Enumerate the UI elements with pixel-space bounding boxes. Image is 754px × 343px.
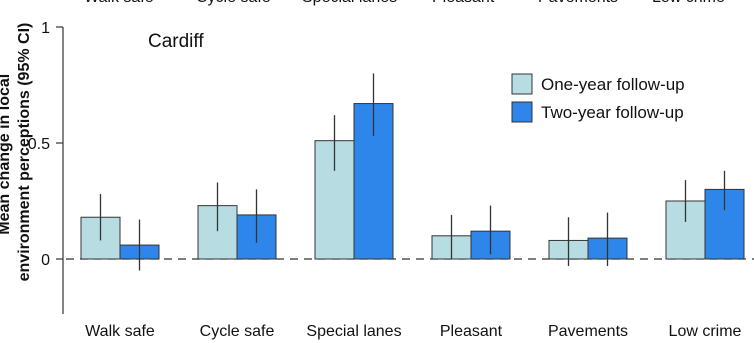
y-tick-label: 0.5 (28, 136, 50, 153)
y-axis: 10.50 (28, 20, 64, 314)
y-tick-label: 1 (41, 20, 50, 37)
error-bars (99, 73, 726, 271)
y-axis-label-line-2: environment perceptions (95% CI) (16, 23, 33, 282)
y-tick-label: 0 (41, 252, 50, 269)
x-tick-label-cycle-safe: Cycle safe (200, 323, 275, 340)
x-tick-label-pleasant: Pleasant (440, 323, 503, 340)
x-tick-label-special-lanes: Special lanes (306, 323, 401, 340)
clipped-top-label-special-lanes: Special lanes (302, 0, 397, 6)
annotation-cardiff: Cardiff (148, 31, 204, 52)
legend-swatch-two-year (511, 101, 533, 123)
legend-label-two-year: Two-year follow-up (541, 103, 684, 122)
x-tick-label-pavements: Pavements (548, 323, 628, 340)
clipped-top-labels: Walk safe Cycle safe Special lanes Pleasant… (84, 0, 725, 6)
clipped-top-label-low-crime: Low crime (652, 0, 725, 6)
legend-label-one-year: One-year follow-up (541, 75, 685, 94)
bars (80, 103, 745, 260)
clipped-top-label-walk-safe: Walk safe (84, 0, 154, 6)
x-tick-label-walk-safe: Walk safe (85, 323, 155, 340)
x-axis-tick-labels: Walk safe Cycle safe Special lanes Pleasant… (85, 323, 741, 340)
y-axis-label-line-1: Mean change in local (0, 74, 13, 235)
legend: One-year follow-up Two-year follow-up (511, 73, 685, 123)
y-axis-label: Mean change in local environment percept… (0, 23, 33, 282)
clipped-top-label-cycle-safe: Cycle safe (196, 0, 271, 6)
clipped-top-label-pavements: Pavements (538, 0, 618, 6)
clipped-top-label-pleasant: Pleasant (432, 0, 495, 6)
legend-swatch-one-year (511, 73, 533, 95)
x-tick-label-low-crime: Low crime (669, 323, 742, 340)
